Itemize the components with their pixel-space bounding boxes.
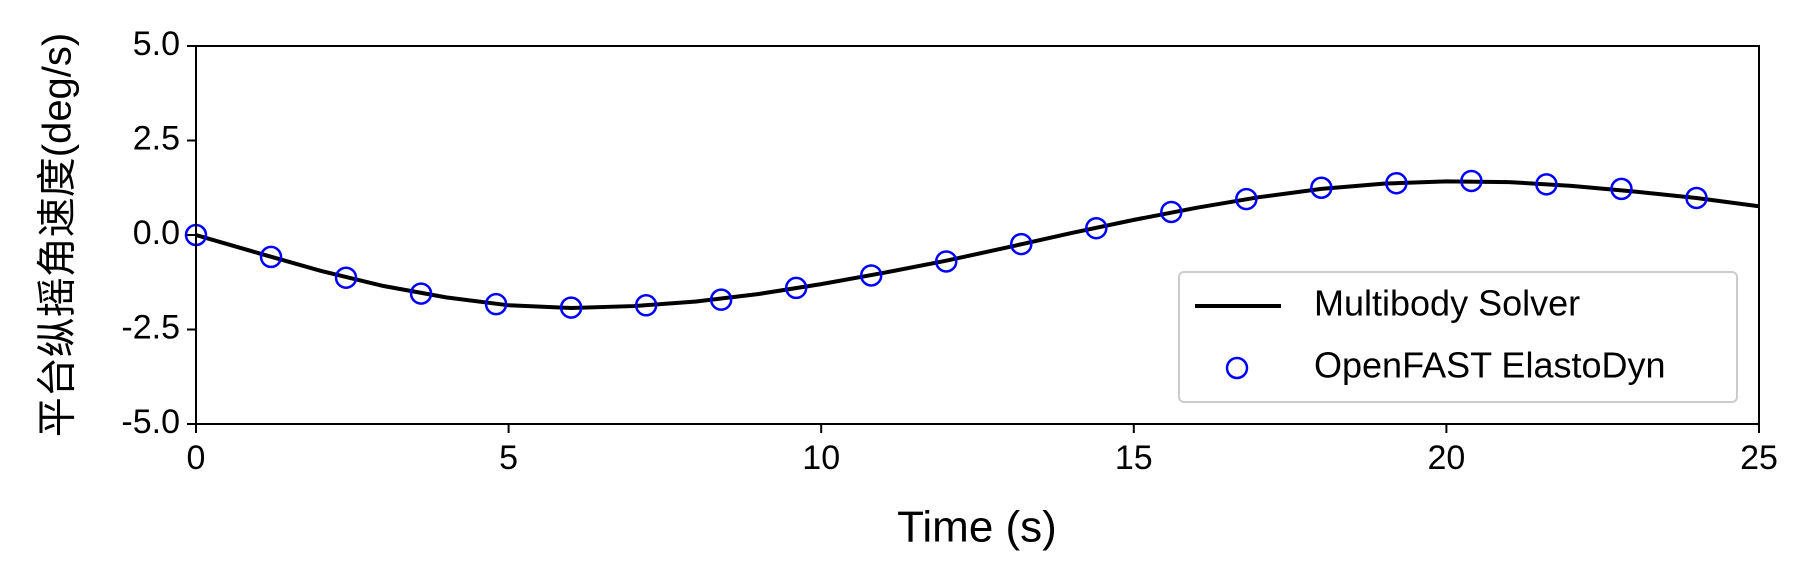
data-point <box>1310 176 1333 199</box>
data-point <box>1535 173 1558 196</box>
legend-label: Multibody Solver <box>1314 283 1580 324</box>
data-point <box>259 245 283 269</box>
legend-marker <box>1225 356 1249 380</box>
data-point <box>1460 169 1483 193</box>
x-tick-label: 15 <box>1115 439 1153 477</box>
data-point <box>334 266 358 289</box>
data-point <box>1010 232 1033 256</box>
x-tick-label: 5 <box>499 439 518 477</box>
x-tick-label: 25 <box>1740 439 1778 477</box>
data-point <box>559 296 583 319</box>
data-point <box>484 292 508 316</box>
y-tick-label: 0.0 <box>133 214 180 252</box>
y-tick-label: -2.5 <box>121 308 180 346</box>
plot-frame <box>195 45 1760 425</box>
x-tick-label: 20 <box>1427 439 1465 477</box>
x-axis-label: Time (s) <box>897 503 1057 552</box>
data-point <box>859 264 883 287</box>
y-tick-label: -5.0 <box>121 403 180 441</box>
x-tick-label: 0 <box>187 439 206 477</box>
legend-label: OpenFAST ElastoDyn <box>1314 345 1666 386</box>
y-axis-label: 平台纵摇角速度(deg/s) <box>36 33 80 438</box>
data-point <box>1085 216 1108 240</box>
data-point <box>784 276 808 300</box>
series-line <box>196 179 1759 310</box>
y-tick-label: 2.5 <box>133 119 180 157</box>
data-point <box>409 282 433 305</box>
data-point <box>1610 177 1633 201</box>
data-point <box>1235 187 1258 211</box>
data-point <box>634 294 658 317</box>
data-point <box>709 288 733 311</box>
data-point <box>1385 171 1408 195</box>
data-point <box>1685 186 1708 210</box>
data-point <box>1160 200 1183 224</box>
legend-box <box>1178 271 1738 403</box>
y-tick-label: 5.0 <box>133 25 180 63</box>
data-point <box>934 250 958 273</box>
x-tick-label: 10 <box>802 439 840 477</box>
